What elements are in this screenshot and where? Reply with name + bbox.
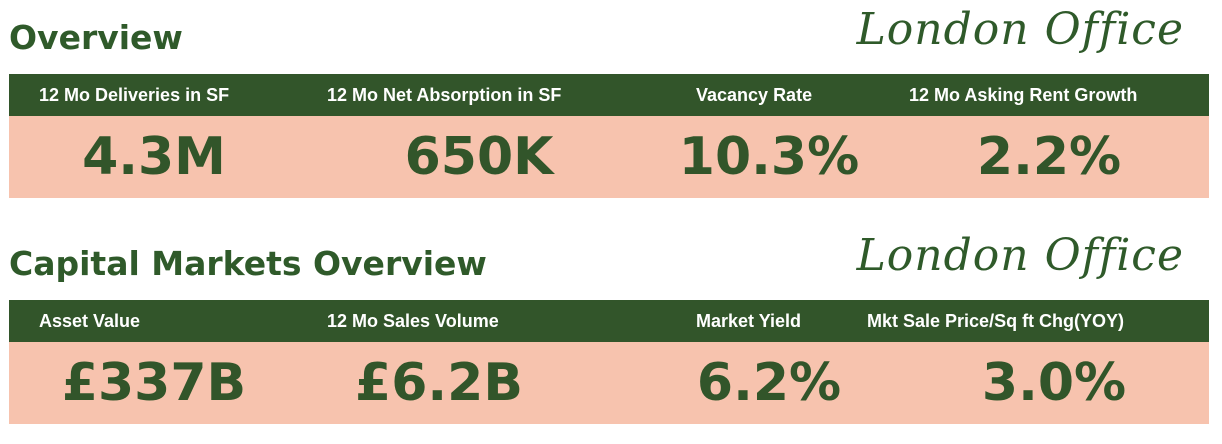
- value-asset-value: £337B: [61, 353, 247, 413]
- overview-title: Overview: [9, 18, 183, 57]
- value-asking-rent-growth: 2.2%: [976, 127, 1122, 187]
- capital-markets-value-bar: £337B £6.2B 6.2% 3.0%: [9, 342, 1209, 424]
- value-market-yield: 6.2%: [696, 353, 842, 413]
- overview-header-bar: 12 Mo Deliveries in SF 12 Mo Net Absorpt…: [9, 74, 1209, 116]
- header-vacancy-rate: Vacancy Rate: [696, 85, 813, 105]
- value-sale-price-change: 3.0%: [981, 353, 1127, 413]
- header-deliveries: 12 Mo Deliveries in SF: [39, 85, 230, 105]
- london-office-brand: London Office: [856, 4, 1184, 55]
- value-net-absorption: 650K: [404, 127, 554, 187]
- overview-value-bar: 4.3M 650K 10.3% 2.2%: [9, 116, 1209, 198]
- header-sale-price-change: Mkt Sale Price/Sq ft Chg(YOY): [867, 311, 1125, 331]
- capital-markets-title: Capital Markets Overview: [9, 244, 487, 283]
- london-office-brand: London Office: [856, 230, 1184, 281]
- capital-markets-header-bar: Asset Value 12 Mo Sales Volume Market Yi…: [9, 300, 1209, 342]
- header-asset-value: Asset Value: [39, 311, 141, 331]
- header-sales-volume: 12 Mo Sales Volume: [327, 311, 499, 331]
- value-deliveries: 4.3M: [82, 127, 226, 187]
- header-asking-rent-growth: 12 Mo Asking Rent Growth: [909, 85, 1138, 105]
- value-sales-volume: £6.2B: [355, 353, 523, 413]
- header-market-yield: Market Yield: [696, 311, 802, 331]
- value-vacancy-rate: 10.3%: [678, 127, 860, 187]
- header-net-absorption: 12 Mo Net Absorption in SF: [327, 85, 562, 105]
